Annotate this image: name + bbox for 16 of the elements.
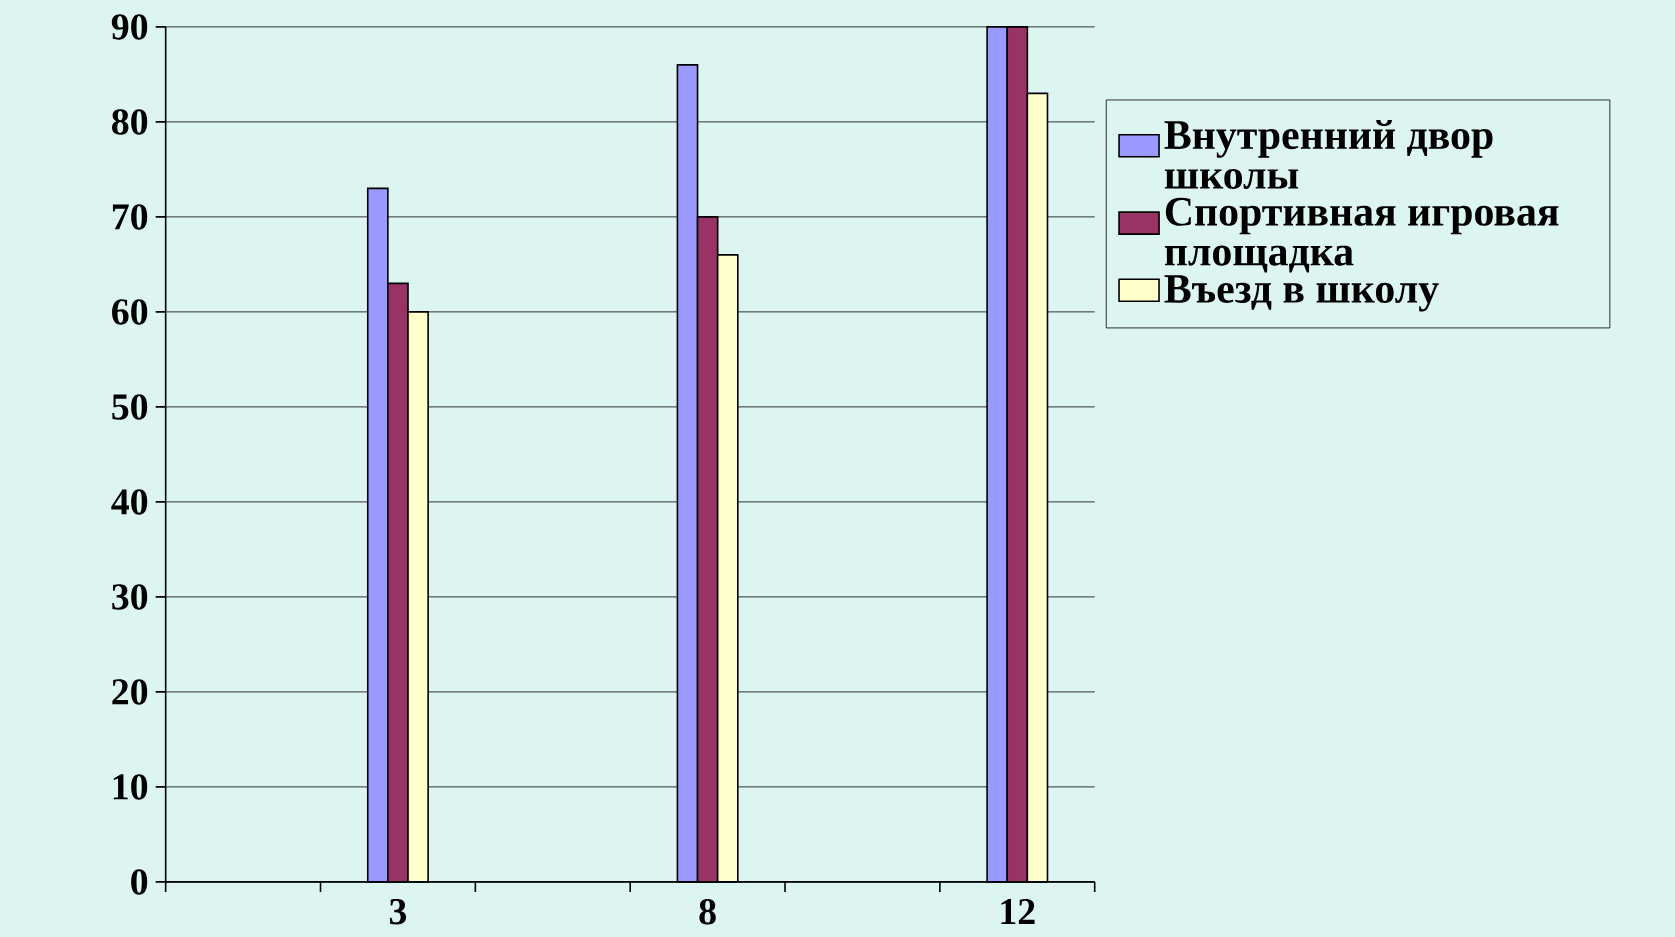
x-tick-label: 3	[389, 898, 407, 925]
legend-label: Внутренний двор школы	[1164, 119, 1493, 190]
y-tick-label: 70	[112, 204, 148, 230]
y-tick-label: 90	[111, 14, 148, 40]
legend-label: Спортивная игровая площадка	[1164, 197, 1559, 273]
y-tick-label: 50	[112, 394, 148, 420]
y-tick-label: 80	[112, 109, 148, 135]
y-tick-label: 60	[112, 299, 148, 325]
legend-label: Въезд в школу	[1164, 275, 1439, 312]
x-tick-label: 8	[699, 898, 716, 925]
y-tick-label: 20	[112, 679, 148, 705]
y-tick-label: 40	[111, 489, 148, 515]
y-tick-label: 30	[112, 584, 148, 610]
y-tick-label: 10	[113, 774, 148, 800]
x-tick-label: 12	[1001, 898, 1035, 925]
y-tick-label: 0	[131, 869, 148, 895]
